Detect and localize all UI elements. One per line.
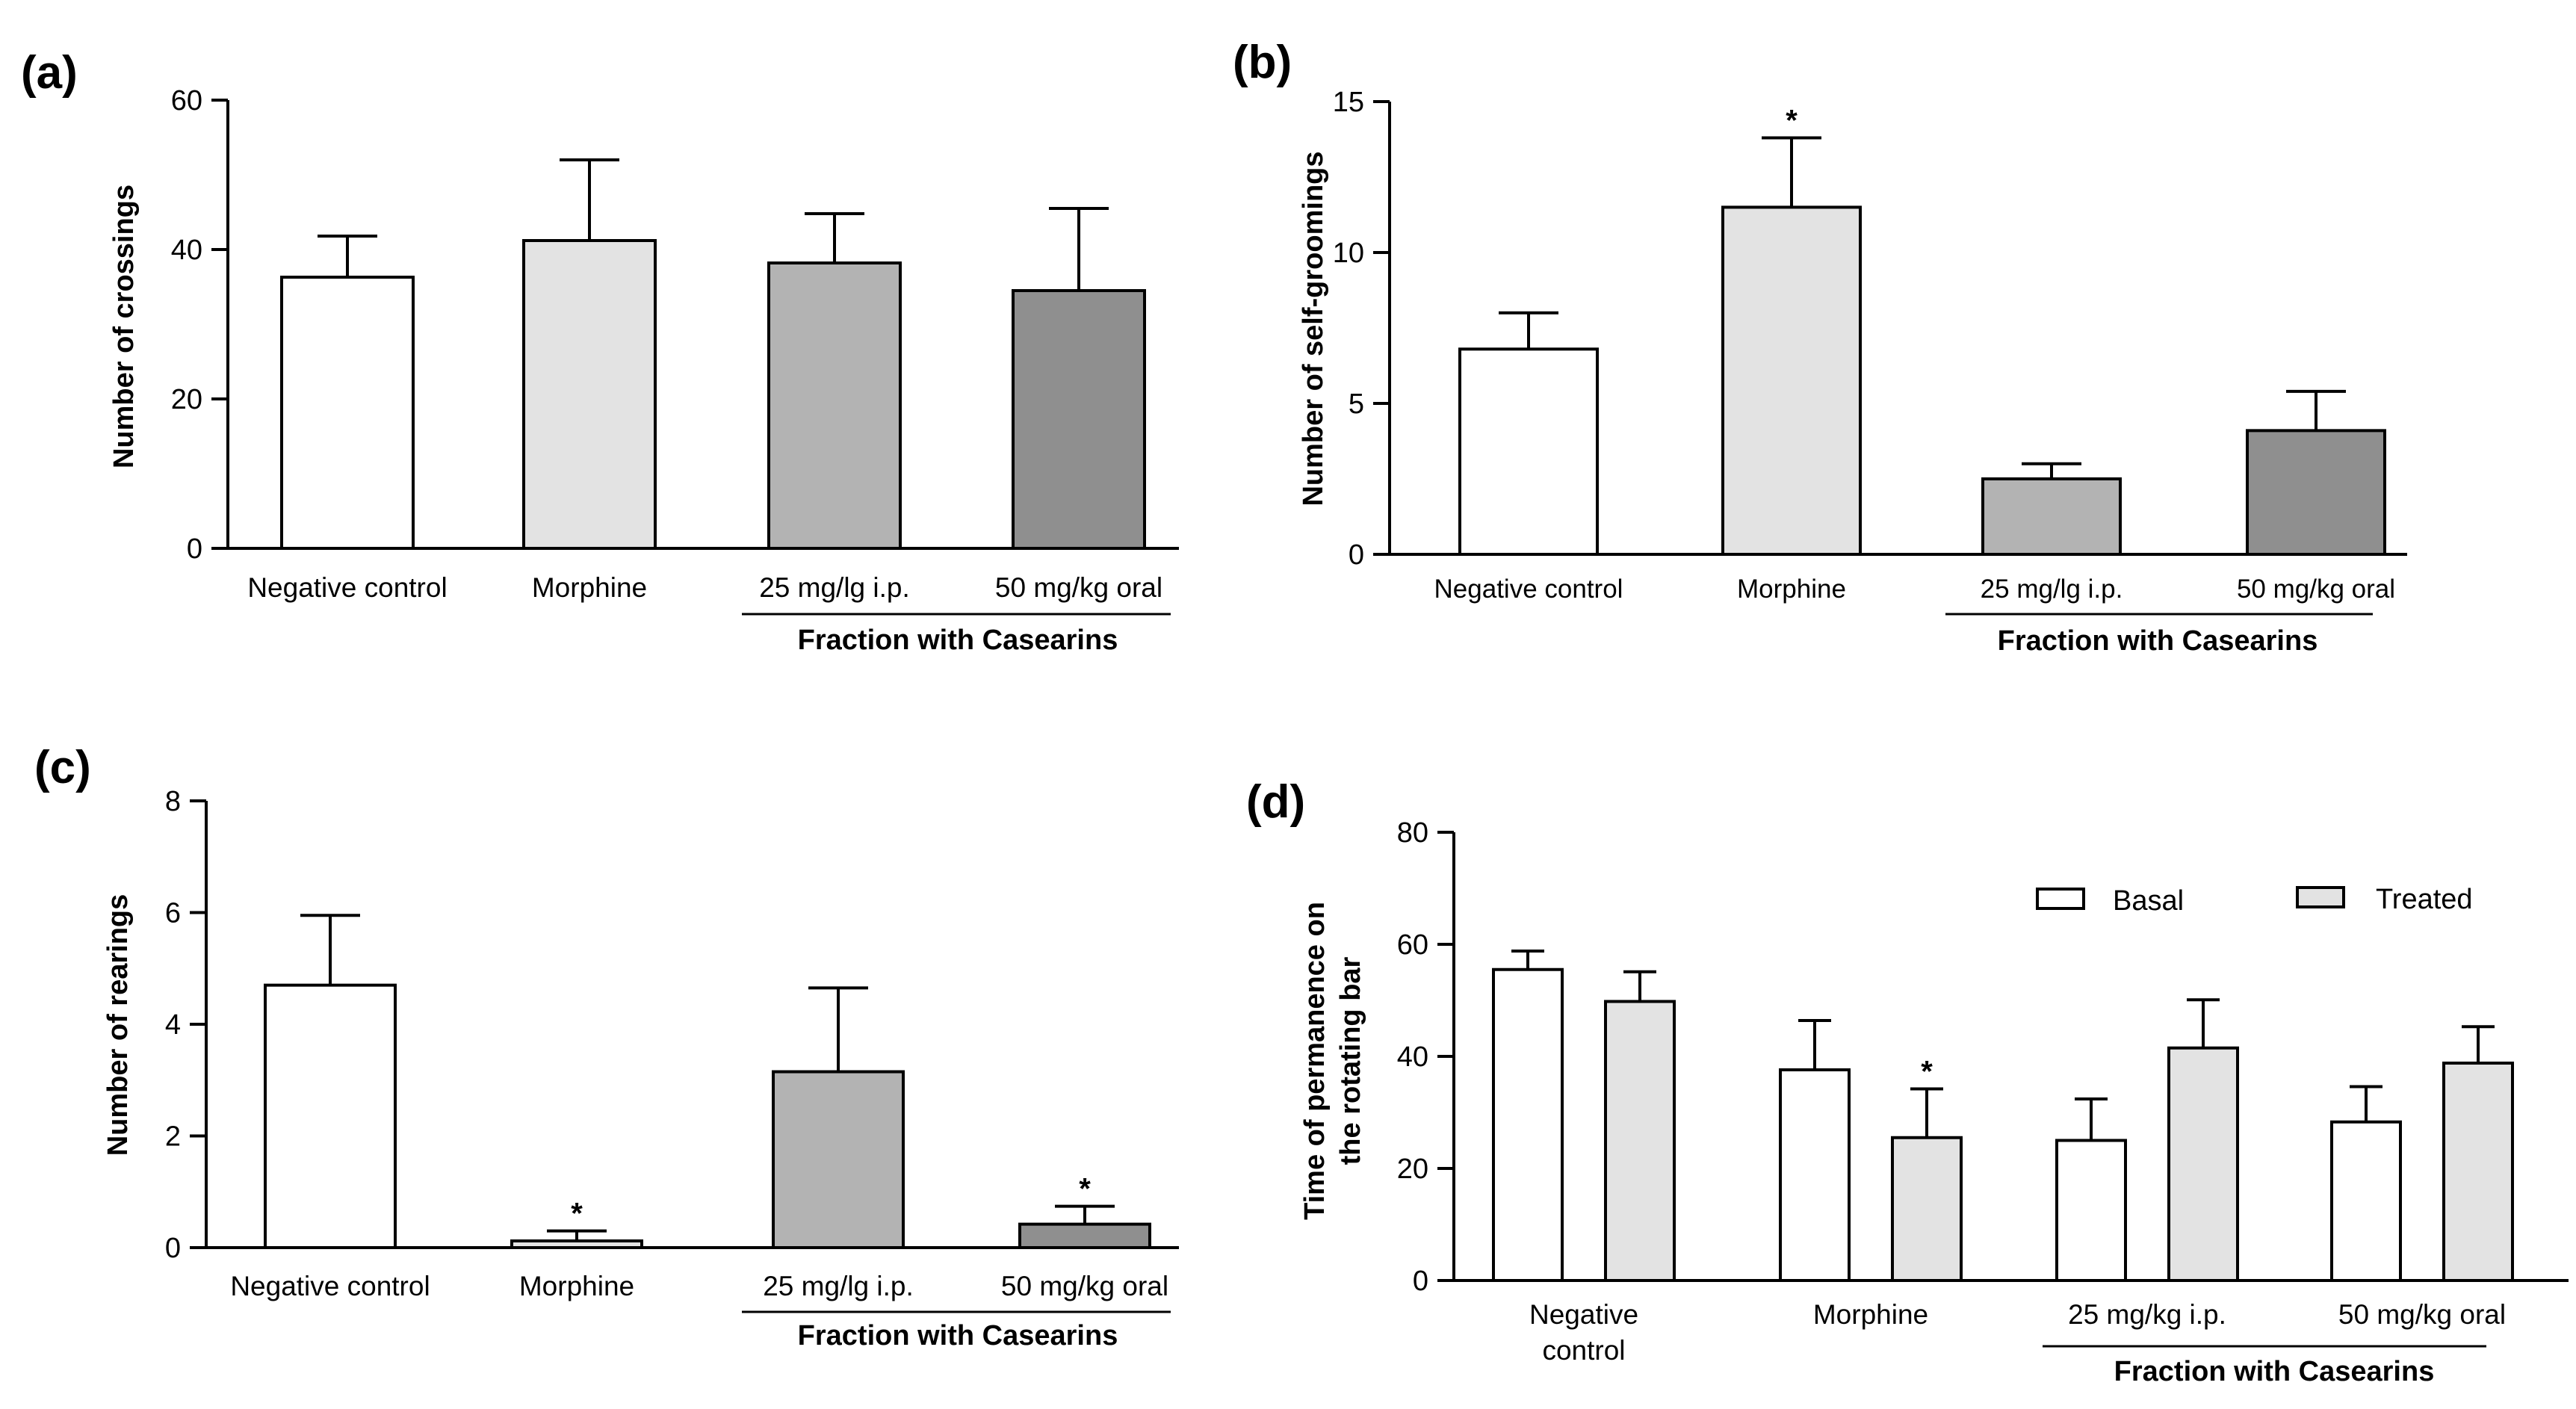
- x-tick-label: 50 mg/kg oral: [1001, 1271, 1168, 1301]
- x-tick-label: Morphine: [532, 572, 647, 603]
- y-tick-label: 0: [187, 533, 202, 565]
- y-axis-label-line2: the rotating bar: [1335, 956, 1366, 1165]
- panel-label: (b): [1233, 37, 1292, 88]
- y-tick-label: 0: [1413, 1266, 1428, 1297]
- x-tick-label: Negative: [1529, 1299, 1638, 1330]
- y-tick-label: 5: [1349, 388, 1364, 420]
- y-tick-label: 20: [171, 384, 202, 415]
- group-label: Fraction with Casearins: [798, 1320, 1118, 1351]
- significance-marker: *: [571, 1198, 583, 1230]
- y-tick-label: 15: [1333, 87, 1364, 118]
- bar: [1018, 1222, 1151, 1249]
- legend-swatch-treated: [2296, 886, 2345, 908]
- bar-basal: [1492, 967, 1564, 1282]
- bar: [1458, 347, 1599, 556]
- x-tick-label: 25 mg/lg i.p.: [763, 1271, 914, 1301]
- y-tick-label: 60: [171, 85, 202, 117]
- bar: [264, 983, 397, 1250]
- x-tick-label: 50 mg/kg oral: [995, 572, 1162, 603]
- y-axis-label-line1: Time of permanence on: [1299, 902, 1331, 1220]
- bar: [767, 261, 902, 550]
- bar-treated: [1604, 1000, 1676, 1282]
- x-tick-label: control: [1542, 1335, 1625, 1366]
- y-tick-label: 10: [1333, 238, 1364, 269]
- legend-swatch-basal: [2036, 888, 2085, 910]
- bar: [772, 1070, 905, 1249]
- y-tick-label: 20: [1397, 1153, 1428, 1185]
- bar: [1981, 477, 2122, 556]
- y-tick-label: 80: [1397, 817, 1428, 849]
- group-label: Fraction with Casearins: [2114, 1356, 2435, 1387]
- x-tick-label: Morphine: [1737, 575, 1846, 604]
- x-tick-label: 50 mg/kg oral: [2237, 575, 2395, 604]
- panel-label: (c): [34, 742, 91, 793]
- x-tick-label: Negative control: [247, 572, 447, 603]
- bar: [1721, 205, 1862, 556]
- panel-label: (a): [21, 47, 78, 99]
- y-tick-label: 2: [165, 1121, 181, 1153]
- x-tick-label: 50 mg/kg oral: [2338, 1299, 2506, 1330]
- bar-treated: [2442, 1062, 2514, 1282]
- x-tick-label: Morphine: [519, 1271, 634, 1301]
- y-axis-label: Number of crossings: [108, 185, 140, 468]
- bar-basal: [1779, 1068, 1851, 1282]
- bar: [280, 276, 415, 550]
- y-tick-label: 8: [165, 786, 181, 817]
- y-axis-label: Number of self-groomings: [1298, 151, 1329, 506]
- x-tick-label: Morphine: [1813, 1299, 1928, 1330]
- group-label: Fraction with Casearins: [798, 625, 1118, 656]
- bar-basal: [2055, 1139, 2127, 1282]
- significance-marker: *: [1921, 1056, 1933, 1089]
- y-tick-label: 0: [165, 1233, 181, 1264]
- x-tick-label: Negative control: [1434, 575, 1623, 604]
- y-tick-label: 60: [1397, 929, 1428, 961]
- y-tick-label: 40: [171, 235, 202, 266]
- legend-label-treated: Treated: [2376, 884, 2473, 915]
- panel-d: (d) Time of permanence on the rotating b…: [1246, 776, 2569, 1387]
- group-label: Fraction with Casearins: [1998, 625, 2318, 657]
- x-tick-label: Negative control: [230, 1271, 430, 1301]
- bar-treated: [2167, 1046, 2239, 1282]
- x-tick-label: 25 mg/lg i.p.: [1981, 575, 2123, 604]
- legend-label-basal: Basal: [2113, 885, 2184, 917]
- y-axis-label: Number of rearings: [102, 894, 134, 1156]
- x-tick-label: 25 mg/lg i.p.: [759, 572, 910, 603]
- y-tick-label: 0: [1349, 539, 1364, 571]
- bar-treated: [1891, 1136, 1963, 1282]
- bar-basal: [2330, 1120, 2402, 1282]
- y-tick-label: 4: [165, 1009, 181, 1041]
- bar: [522, 239, 657, 550]
- panel-a: (a) Number of crossings Fraction with Ca…: [21, 47, 1179, 656]
- panel-c: (c) Number of rearings Fraction with Cas…: [34, 742, 1179, 1351]
- bar: [1012, 289, 1146, 550]
- bar: [2246, 429, 2386, 556]
- panel-label: (d): [1246, 776, 1305, 828]
- panel-b: (b) Number of self-groomings Fraction wi…: [1233, 37, 2407, 657]
- y-tick-label: 6: [165, 898, 181, 929]
- significance-marker: *: [1786, 104, 1798, 137]
- x-tick-label: 25 mg/kg i.p.: [2068, 1299, 2226, 1330]
- significance-marker: *: [1079, 1173, 1091, 1206]
- y-tick-label: 40: [1397, 1041, 1428, 1073]
